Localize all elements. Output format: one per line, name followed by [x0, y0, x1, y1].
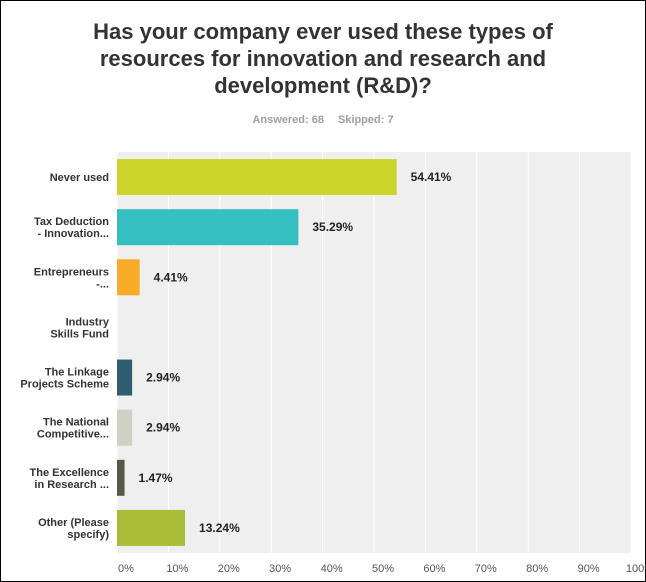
value-labels: 54.41% 35.29% 4.41% 2.94% 2.94% 1.47% 13.24% — [139, 170, 452, 535]
x-tick-label: 0% — [118, 563, 134, 575]
category-label: specify) — [67, 529, 109, 541]
skipped-count: Skipped: 7 — [337, 114, 394, 126]
category-label: in Research ... — [34, 479, 109, 491]
x-tick-label: 30% — [269, 563, 291, 575]
category-label: Skills Fund — [50, 328, 109, 340]
bar — [117, 359, 133, 396]
x-tick-label: 70% — [475, 563, 497, 575]
value-label: 4.41% — [154, 270, 188, 284]
value-label: 2.94% — [146, 421, 180, 435]
x-tick-label: 50% — [372, 563, 394, 575]
value-label: 35.29% — [312, 220, 353, 234]
category-label: Other (Please — [38, 517, 109, 529]
x-axis-ticks: 0% 10% 20% 30% 40% 50% 60% 70% 80% 90% 100% — [118, 563, 646, 575]
x-tick-label: 10% — [166, 563, 188, 575]
x-tick-label: 90% — [578, 563, 600, 575]
category-label: The National — [43, 417, 109, 429]
response-summary: Answered: 68 Skipped: 7 — [0, 114, 646, 126]
bar — [117, 159, 397, 196]
bars — [117, 159, 397, 546]
category-label: Entrepreneurs — [34, 266, 109, 278]
bar — [117, 509, 186, 546]
category-label: The Excellence — [30, 467, 110, 479]
chart-title: Has your company ever used these types o… — [93, 19, 553, 98]
x-tick-label: 40% — [321, 563, 343, 575]
value-label: 1.47% — [139, 471, 173, 485]
category-label: - Innovation... — [38, 228, 110, 240]
category-label: The Linkage — [45, 367, 109, 379]
category-label: -... — [96, 278, 109, 290]
category-label: Industry — [66, 316, 110, 328]
bar — [117, 259, 140, 296]
category-label: Projects Scheme — [20, 379, 109, 391]
bar — [117, 409, 133, 446]
value-label: 13.24% — [199, 521, 240, 535]
value-label: 2.94% — [146, 371, 180, 385]
category-labels: Never used Tax Deduction- Innovation... En… — [20, 172, 110, 541]
category-label: Never used — [50, 172, 109, 184]
bar — [117, 459, 125, 496]
answered-count: Answered: 68 — [252, 114, 324, 126]
x-tick-label: 60% — [423, 563, 445, 575]
x-tick-label: 100% — [626, 563, 646, 575]
category-label: Tax Deduction — [34, 216, 109, 228]
value-label: 54.41% — [411, 170, 452, 184]
x-tick-label: 80% — [526, 563, 548, 575]
x-tick-label: 20% — [218, 563, 240, 575]
category-label: Competitive... — [37, 429, 109, 441]
bar — [117, 209, 299, 246]
